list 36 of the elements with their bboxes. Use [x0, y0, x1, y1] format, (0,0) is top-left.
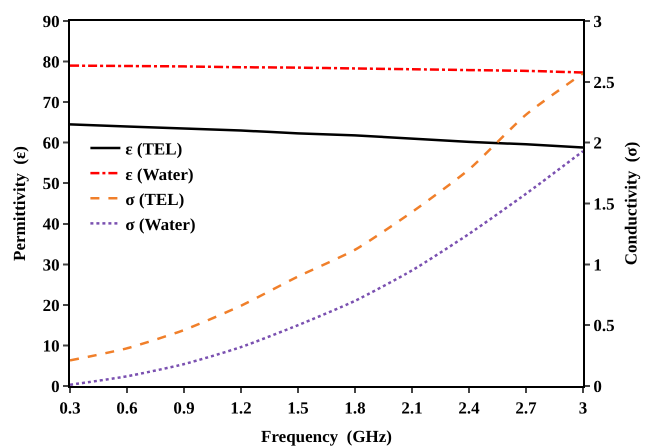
x-tick-label: 2.7	[515, 398, 538, 418]
y-tick-label: 10	[42, 336, 60, 356]
y-axis-title: Permittivity (ε)	[10, 146, 29, 261]
y-tick-label: 30	[42, 255, 60, 274]
x-tick-label: 2.1	[401, 398, 423, 418]
x-tick-label: 3	[578, 398, 588, 418]
legend-label: ε (TEL)	[125, 140, 182, 159]
y-tick-label: 40	[42, 214, 60, 234]
y2-tick-label: 2	[593, 134, 602, 153]
legend-label: σ (Water)	[125, 214, 196, 234]
y-tick-label: 90	[42, 12, 60, 31]
legend-label: σ (TEL)	[125, 190, 184, 209]
y2-axis-title: Conductivity (σ)	[622, 142, 640, 266]
y-tick-label: 0	[51, 376, 60, 396]
line-series	[70, 72, 583, 362]
x-tick-label: 0.6	[116, 398, 138, 418]
y2-tick-label: 1.5	[593, 194, 615, 214]
x-tick-label: 1.8	[344, 398, 366, 418]
legend-label: ε (Water)	[125, 164, 194, 184]
x-tick-label: 0.3	[59, 398, 81, 418]
y-tick-label: 80	[42, 52, 60, 72]
line-series	[70, 64, 583, 74]
y2-tick-label: 1	[593, 255, 602, 274]
y-tick-label: 70	[42, 93, 60, 112]
y2-tick-label: 3	[593, 12, 602, 31]
x-tick-label: 1.5	[287, 398, 309, 418]
y2-tick-label: 0	[593, 376, 602, 396]
y-tick-label: 20	[42, 296, 60, 315]
x-tick-label: 1.2	[230, 398, 252, 418]
y2-tick-label: 0.5	[593, 316, 615, 336]
x-tick-label: 0.9	[173, 398, 195, 418]
y-tick-label: 50	[42, 174, 60, 194]
y2-tick-label: 2.5	[593, 72, 615, 92]
x-tick-label: 2.4	[458, 398, 480, 418]
x-axis-title: Frequency (GHz)	[261, 427, 392, 446]
y-tick-label: 60	[42, 134, 60, 153]
